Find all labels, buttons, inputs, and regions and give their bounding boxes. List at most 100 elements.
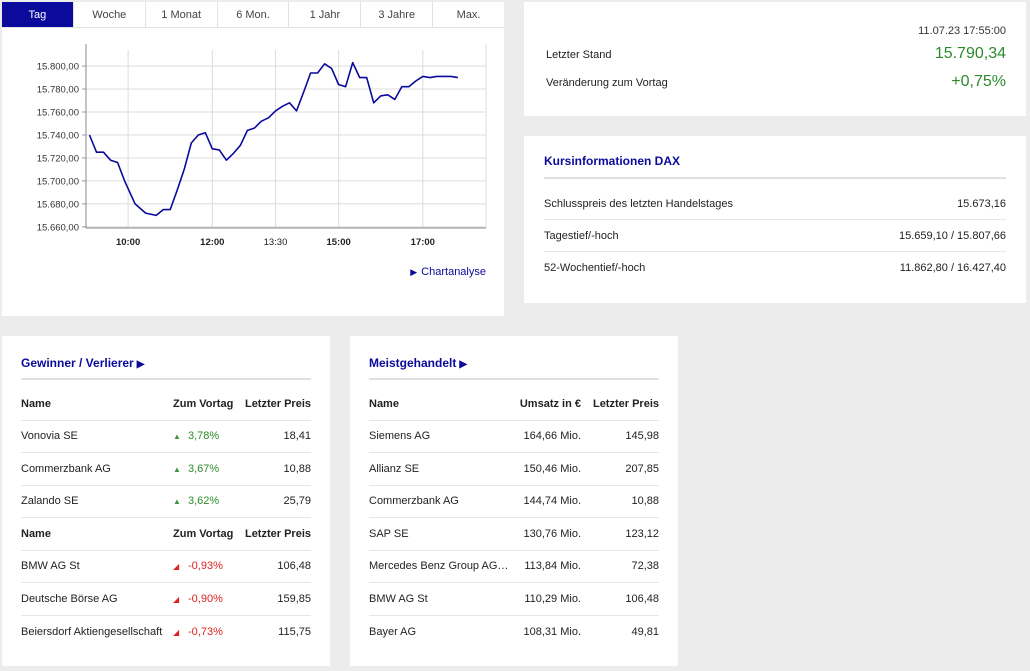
stock-name[interactable]: Mercedes Benz Group AG ... (369, 560, 509, 573)
col-price: Letzter Preis (244, 527, 311, 540)
stock-name[interactable]: BMW AG St (369, 592, 428, 605)
change-value: +0,75% (951, 73, 1006, 90)
stock-change: ▲ 3,62% (173, 495, 241, 507)
y-tick-label: 15.800,00 (37, 62, 79, 73)
table-row[interactable]: Deutsche Börse AG ◢ -0,90% 159,85 (21, 583, 311, 616)
stock-change: ◢ -0,73% (173, 626, 241, 638)
winners-losers-title[interactable]: Gewinner / Verlierer ▶ (21, 356, 144, 370)
divider (369, 378, 659, 380)
stock-price: 10,88 (631, 495, 659, 508)
stock-volume: 150,46 Mio. (523, 462, 581, 475)
stock-volume: 108,31 Mio. (523, 625, 581, 638)
change-text: 3,62% (188, 495, 220, 508)
stock-change: ▲ 3,78% (173, 430, 241, 442)
intraday-chart[interactable]: 15.800,00 15.780,00 15.760,00 15.740,00 15.7… (2, 28, 504, 258)
table-row[interactable]: Allianz SE 150,46 Mio. 207,85 (369, 453, 659, 486)
most-traded-title-text: Meistgehandelt (369, 356, 457, 370)
table-header: Name Umsatz in € Letzter Preis (369, 388, 659, 421)
col-change: Zum Vortag (173, 527, 234, 540)
info-value: 15.673,16 (957, 197, 1006, 210)
table-row[interactable]: Siemens AG 164,66 Mio. 145,98 (369, 421, 659, 453)
stock-change: ▲ 3,67% (173, 463, 241, 475)
table-row[interactable]: Commerzbank AG ▲ 3,67% 10,88 (21, 453, 311, 486)
timeframe-tabs: Tag Woche 1 Monat 6 Mon. 1 Jahr 3 Jahre … (2, 2, 504, 28)
chartanalyse-link[interactable]: ▶ Chartanalyse (410, 266, 486, 278)
table-row[interactable]: Mercedes Benz Group AG ... 113,84 Mio. 7… (369, 551, 659, 583)
chart-panel: Tag Woche 1 Monat 6 Mon. 1 Jahr 3 Jahre … (2, 2, 504, 316)
most-traded-title[interactable]: Meistgehandelt ▶ (369, 356, 467, 370)
arrow-up-icon: ▲ (173, 432, 181, 442)
tab-woche[interactable]: Woche (74, 2, 146, 27)
stock-name[interactable]: Allianz SE (369, 462, 420, 475)
col-price: Letzter Preis (592, 397, 659, 410)
tab-6-mon[interactable]: 6 Mon. (218, 2, 290, 27)
most-traded-table: Name Umsatz in € Letzter Preis Siemens A… (369, 388, 659, 648)
change-text: -0,73% (188, 625, 223, 638)
tab-3-jahre[interactable]: 3 Jahre (361, 2, 434, 27)
x-tick-label: 10:00 (116, 237, 140, 248)
stock-price: 159,85 (277, 592, 311, 605)
change-label: Veränderung zum Vortag (546, 77, 668, 89)
table-row[interactable]: Beiersdorf Aktiengesellschaft ◢ -0,73% 11… (21, 616, 311, 649)
stock-price: 207,85 (625, 462, 659, 475)
tab-max[interactable]: Max. (456, 8, 481, 21)
arrow-up-icon: ▲ (173, 497, 181, 507)
stock-price: 18,41 (283, 430, 311, 443)
arrow-down-icon: ◢ (173, 627, 180, 637)
play-triangle-icon: ▶ (459, 359, 468, 370)
info-row: Schlusspreis des letzten Handelstages 15… (544, 188, 1006, 220)
y-tick-label: 15.660,00 (37, 222, 79, 233)
stock-name[interactable]: Siemens AG (369, 430, 431, 443)
stock-price: 72,38 (631, 560, 659, 573)
winners-losers-table: Name Zum Vortag Letzter Preis Vonovia SE… (21, 388, 311, 648)
stock-name[interactable]: Beiersdorf Aktiengesellschaft (21, 625, 163, 638)
table-row[interactable]: Bayer AG 108,31 Mio. 49,81 (369, 616, 659, 649)
stock-name[interactable]: Commerzbank AG (369, 495, 459, 508)
stock-price: 145,98 (625, 430, 659, 443)
chartanalyse-label: Chartanalyse (421, 266, 486, 278)
table-row[interactable]: Zalando SE ▲ 3,62% 25,79 (21, 486, 311, 518)
last-value: 15.790,34 (934, 45, 1006, 62)
y-tick-label: 15.700,00 (37, 176, 79, 187)
col-volume: Umsatz in € (519, 397, 581, 410)
quote-timestamp: 11.07.23 17:55:00 (918, 25, 1006, 37)
y-tick-label: 15.760,00 (37, 108, 79, 119)
change-text: 3,67% (188, 462, 220, 475)
stock-change: ◢ -0,93% (173, 560, 241, 572)
table-row[interactable]: BMW AG St ◢ -0,93% 106,48 (21, 551, 311, 583)
info-label: Tagestief/-hoch (544, 229, 619, 242)
col-name: Name (21, 397, 51, 410)
stock-name[interactable]: SAP SE (369, 527, 409, 540)
stock-name[interactable]: Deutsche Börse AG (21, 592, 118, 605)
stock-volume: 144,74 Mio. (523, 495, 581, 508)
stock-name[interactable]: Bayer AG (369, 625, 417, 638)
price-info-title: Kursinformationen DAX (544, 154, 681, 168)
table-header: Name Zum Vortag Letzter Preis (21, 518, 311, 551)
stock-price: 49,81 (631, 625, 659, 638)
stock-name[interactable]: BMW AG St (21, 560, 80, 573)
table-row[interactable]: SAP SE 130,76 Mio. 123,12 (369, 518, 659, 551)
winners-losers-title-text: Gewinner / Verlierer (21, 356, 134, 370)
stock-price: 123,12 (625, 527, 659, 540)
col-name: Name (369, 397, 399, 410)
stock-name[interactable]: Commerzbank AG (21, 462, 111, 475)
table-row[interactable]: BMW AG St 110,29 Mio. 106,48 (369, 583, 659, 616)
divider (21, 378, 311, 380)
table-row[interactable]: Commerzbank AG 144,74 Mio. 10,88 (369, 486, 659, 518)
info-value: 15.659,10 / 15.807,66 (898, 229, 1006, 242)
tab-tag[interactable]: Tag (2, 2, 74, 27)
y-tick-label: 15.720,00 (37, 153, 79, 164)
tab-1-monat[interactable]: 1 Monat (146, 2, 218, 27)
table-row[interactable]: Vonovia SE ▲ 3,78% 18,41 (21, 421, 311, 453)
col-name: Name (21, 527, 51, 540)
stock-price: 25,79 (283, 495, 311, 508)
change-text: -0,90% (188, 592, 223, 605)
col-price: Letzter Preis (244, 397, 311, 410)
stock-volume: 130,76 Mio. (523, 527, 581, 540)
stock-name[interactable]: Zalando SE (21, 495, 79, 508)
tab-1-jahr[interactable]: 1 Jahr (289, 2, 362, 27)
stock-price: 106,48 (625, 592, 659, 605)
last-value-label: Letzter Stand (546, 49, 612, 61)
info-label: Schlusspreis des letzten Handelstages (544, 197, 733, 210)
stock-name[interactable]: Vonovia SE (21, 430, 78, 443)
